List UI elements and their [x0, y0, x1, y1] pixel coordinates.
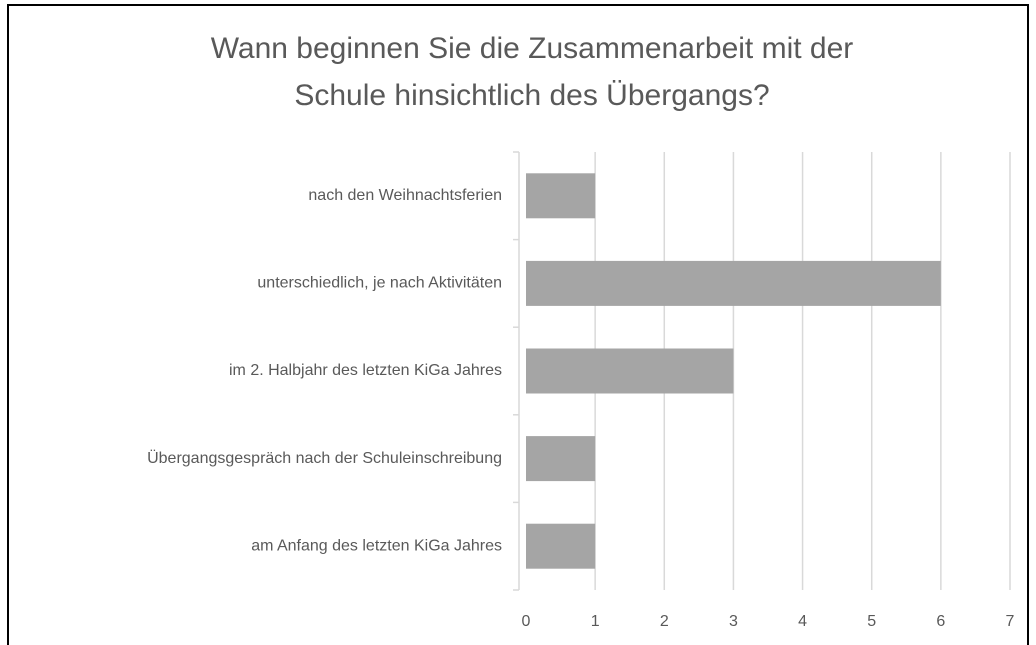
- x-tick-label: 4: [798, 613, 807, 630]
- chart-title: Wann beginnen Sie die Zusammenarbeit mit…: [211, 32, 854, 65]
- y-tick-label: im 2. Halbjahr des letzten KiGa Jahres: [229, 362, 502, 379]
- y-tick-label: nach den Weihnachtsferien: [308, 187, 502, 204]
- x-tick-label: 7: [1006, 613, 1015, 630]
- y-tick-label: Übergangsgespräch nach der Schuleinschre…: [147, 449, 502, 467]
- bar: [526, 260, 941, 306]
- bar: [526, 348, 734, 394]
- y-tick-label: am Anfang des letzten KiGa Jahres: [251, 537, 502, 554]
- bar: [526, 173, 596, 219]
- bar: [526, 523, 596, 569]
- x-tick-label: 0: [522, 613, 531, 630]
- chart-border: [7, 4, 1029, 645]
- y-tick-label: unterschiedlich, je nach Aktivitäten: [257, 275, 502, 292]
- x-tick-label: 1: [591, 613, 600, 630]
- x-tick-label: 2: [660, 613, 669, 630]
- x-tick-label: 6: [936, 613, 945, 630]
- x-tick-label: 5: [867, 613, 876, 630]
- bar: [526, 436, 596, 482]
- chart-title: Schule hinsichtlich des Übergangs?: [294, 79, 769, 112]
- x-tick-label: 3: [729, 613, 738, 630]
